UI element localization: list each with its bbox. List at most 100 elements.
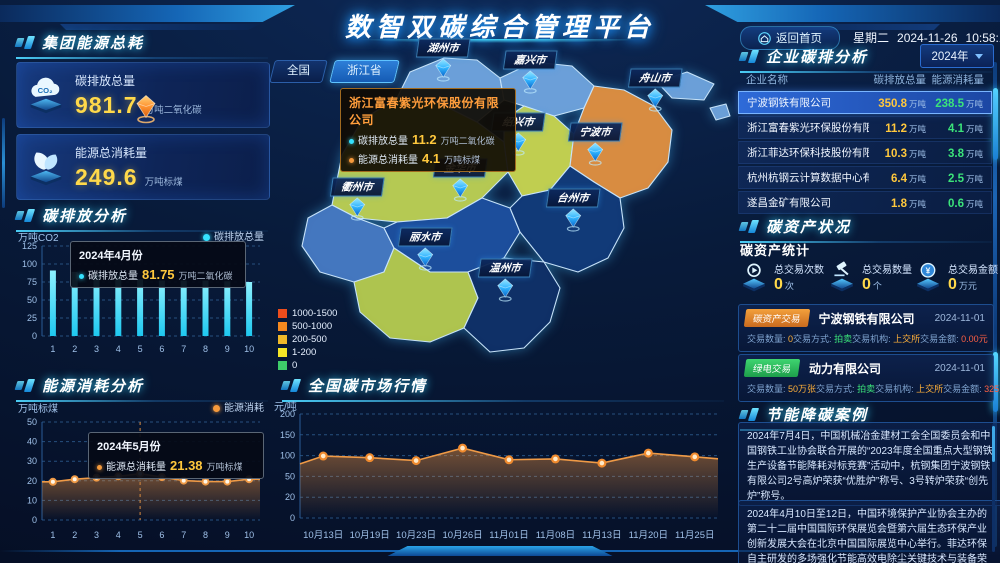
svg-text:100: 100	[280, 451, 295, 461]
map-pin-icon[interactable]	[417, 58, 469, 89]
section-marker-icon	[14, 34, 36, 51]
section-marker-icon	[738, 406, 760, 423]
svg-text:200: 200	[280, 409, 295, 419]
svg-text:¥: ¥	[926, 266, 931, 276]
company-pin-icon[interactable]	[134, 94, 158, 130]
map-color-legend: 1000-1500 500-1000 200-500 1-200 0	[278, 308, 337, 373]
svg-text:10: 10	[244, 344, 254, 354]
svg-text:40: 40	[27, 437, 37, 447]
map-city[interactable]: 丽水市	[397, 227, 453, 278]
energy-tooltip: 2024年5月份 能源总消耗量 21.38 万吨标煤	[88, 432, 264, 479]
emission-bar-chart[interactable]: 0 25 50 75 100 125 1 2 3 4 5 6 7 8 9 10	[14, 240, 266, 360]
map-city-label[interactable]: 衢州市	[329, 177, 385, 197]
stat-unit: 万吨二氧化碳	[144, 104, 202, 116]
map-city-label[interactable]: 舟山市	[627, 68, 683, 88]
svg-text:10月19日: 10月19日	[350, 530, 390, 541]
enterprise-table-row[interactable]: 宁波钢铁有限公司 350.8 万吨 238.5 万吨	[738, 91, 992, 114]
map-city-label[interactable]: 湖州市	[415, 38, 471, 58]
yuan-coin-icon: ¥	[917, 262, 939, 292]
map-pin-icon[interactable]	[434, 178, 486, 209]
legend-swatch-icon	[278, 309, 287, 318]
svg-text:11月20日: 11月20日	[629, 530, 668, 541]
map-city[interactable]: 宁波市	[567, 122, 623, 173]
map-city[interactable]: 湖州市	[415, 38, 471, 89]
map-pin-icon[interactable]	[331, 197, 383, 228]
tooltip-dot-icon	[97, 464, 102, 470]
emission-legend[interactable]: 碳排放总量	[203, 228, 264, 243]
left-edge-frame	[2, 118, 5, 208]
section-group-energy: 集团能源总耗	[14, 32, 268, 59]
weekday: 星期二	[853, 31, 890, 45]
map-pin-icon[interactable]	[547, 208, 599, 239]
enterprise-table-row[interactable]: 杭州杭钢云计算数据中心有限公司 6.4万吨 2.5万吨	[738, 166, 992, 189]
svg-text:6: 6	[159, 344, 164, 354]
map-city-label[interactable]: 台州市	[545, 188, 601, 208]
map-city-label[interactable]: 温州市	[477, 258, 533, 278]
leaf-icon	[17, 142, 75, 193]
map-city-label[interactable]: 嘉兴市	[502, 50, 558, 70]
map-city-markers: 湖州市 嘉兴市	[272, 38, 732, 368]
energy-legend[interactable]: 能源消耗	[213, 399, 264, 414]
section-energy-analysis: 能源消耗分析	[14, 375, 268, 402]
svg-text:50: 50	[285, 471, 295, 481]
year-dropdown[interactable]: 2024年	[920, 44, 994, 68]
stat-value: 981.7	[75, 91, 138, 118]
case-text: 2024年4月10日至12日，中国环境保护产业协会主办的第二十二届中国国际环保展…	[747, 509, 988, 563]
asset-stat-amount: ¥ 总交易金额 0 万元	[912, 258, 998, 296]
map-city-label[interactable]: 丽水市	[397, 227, 453, 247]
back-home-button[interactable]: 返回首页	[740, 26, 840, 50]
map-pin-icon[interactable]	[569, 142, 621, 173]
map-tooltip: 浙江富春紫光环保股份有限公司 碳排放总量 11.2 万吨二氧化碳 能源总消耗量 4.1…	[340, 88, 516, 172]
map-city[interactable]: 衢州市	[329, 177, 385, 228]
map-city[interactable]: 金华市	[432, 158, 488, 209]
legend-swatch-icon	[278, 348, 287, 357]
emission-ylabel: 万吨CO2	[18, 233, 59, 244]
svg-text:0: 0	[32, 331, 37, 341]
svg-text:8: 8	[203, 530, 208, 540]
svg-text:10: 10	[244, 530, 254, 540]
map-city[interactable]: 台州市	[545, 188, 601, 239]
trade-card[interactable]: 绿电交易 动力有限公司 2024-11-01 交易数量: 50万张 交易方式: …	[738, 354, 1000, 402]
gavel-icon	[831, 261, 853, 292]
map-pin-icon[interactable]	[504, 70, 556, 101]
market-ylabel: 元/吨	[274, 402, 297, 413]
svg-text:20: 20	[285, 492, 295, 502]
svg-text:0: 0	[290, 513, 295, 523]
svg-text:25: 25	[27, 313, 37, 323]
stat-card-energy-consumption[interactable]: 能源总消耗量 249.6 万吨标煤	[16, 134, 270, 200]
energy-line-chart[interactable]: 0 10 20 30 40 50 1 2 3 4 5 6 7 8 9 10	[14, 412, 266, 552]
stat-label: 能源总消耗量	[75, 145, 148, 160]
svg-text:3: 3	[94, 530, 99, 540]
map-city[interactable]: 舟山市	[627, 68, 683, 119]
map-pin-icon[interactable]	[479, 278, 531, 309]
section-title: 碳资产状况	[766, 219, 852, 236]
market-line-chart[interactable]: 0 20 50 100 150 200 10月13日 10月19日 10月23日 10月26日 11…	[272, 406, 724, 550]
right-edge-frame	[993, 62, 997, 547]
header-left-decoration	[0, 5, 295, 22]
svg-text:9: 9	[225, 530, 230, 540]
map-city[interactable]: 嘉兴市	[502, 50, 558, 101]
svg-text:11月01日: 11月01日	[489, 530, 528, 541]
chevron-down-icon	[974, 53, 983, 59]
map-city[interactable]: 温州市	[477, 258, 533, 309]
trade-card[interactable]: 碳资产交易 宁波钢铁有限公司 2024-11-01 交易数量: 0 交易方式: …	[738, 304, 994, 352]
trade-type-badge: 碳资产交易	[743, 309, 810, 327]
cases-scrollbar[interactable]	[992, 424, 995, 552]
map-city-label[interactable]: 宁波市	[567, 122, 623, 142]
map-pin-icon[interactable]	[399, 247, 451, 278]
map-legend-row: 1-200	[278, 347, 337, 358]
page-title: 数智双碳综合管理平台	[344, 12, 656, 42]
map-pin-icon[interactable]	[629, 88, 681, 119]
emission-tooltip: 2024年4月份 碳排放总量 81.75 万吨二氧化碳	[70, 241, 246, 288]
enterprise-table-row[interactable]: 浙江富春紫光环保股份有限公司 11.2万吨 4.1万吨	[738, 116, 992, 139]
trade-company: 动力有限公司	[809, 361, 882, 376]
scrollbar-thumb[interactable]	[992, 426, 995, 462]
enterprise-table-row[interactable]: 浙江菲达环保科技股份有限公 10.3万吨 3.8万吨	[738, 141, 992, 164]
enterprise-table-row[interactable]: 遂昌金矿有限公司 1.8 万吨 0.6 万吨	[738, 191, 992, 214]
svg-text:11月08日: 11月08日	[536, 530, 575, 541]
svg-text:7: 7	[181, 344, 186, 354]
case-card[interactable]: 2024年4月10日至12日，中国环境保护产业协会主办的第二十二届中国国际环保展…	[738, 500, 1000, 563]
case-card[interactable]: 2024年7月4日，中国机械冶金建材工会全国委员会和中国钢铁工业协会联合开展的“…	[738, 422, 1000, 506]
